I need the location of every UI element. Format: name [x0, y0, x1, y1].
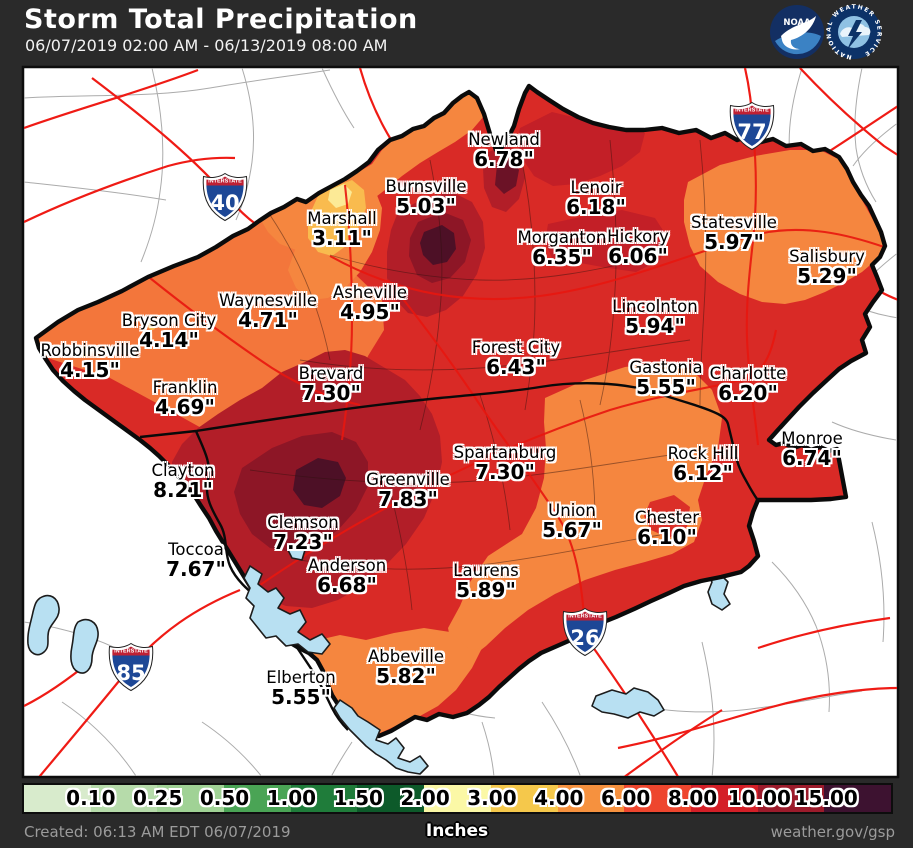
svg-text:INTERSTATE: INTERSTATE	[114, 649, 148, 655]
legend-segment	[424, 785, 491, 812]
legend-segment	[90, 785, 158, 812]
interstate-26-shield: INTERSTATE 26	[562, 607, 608, 657]
precip-color-scale	[22, 783, 893, 814]
interstate-85-shield: INTERSTATE 85	[108, 642, 154, 692]
legend-segment	[357, 785, 425, 812]
legend-tick-label: 4.00	[534, 786, 584, 810]
legend-tick-label: 1.50	[333, 786, 383, 810]
nws-logo: NATIONAL WEATHER SERVICE	[825, 3, 882, 60]
legend-segment	[290, 785, 358, 812]
legend-tick-label: 1.00	[266, 786, 317, 810]
legend-tick-label: 8.00	[667, 786, 718, 810]
interstate-40-shield: INTERSTATE 40	[202, 172, 248, 222]
legend-segment	[624, 785, 691, 812]
legend-segment	[757, 785, 825, 812]
legend-segment	[224, 785, 291, 812]
legend-segment	[557, 785, 625, 812]
svg-text:INTERSTATE: INTERSTATE	[735, 108, 769, 114]
legend-segment	[490, 785, 558, 812]
legend-segment	[157, 785, 225, 812]
legend-tick-label: 0.25	[133, 786, 183, 810]
legend-tick-label: 2.00	[400, 786, 450, 810]
noaa-logo: NOAA	[769, 4, 825, 60]
page-title: Storm Total Precipitation	[24, 4, 418, 35]
created-timestamp: Created: 06:13 AM EDT 06/07/2019	[24, 823, 291, 841]
svg-text:INTERSTATE: INTERSTATE	[208, 179, 242, 185]
interstate-77-shield: INTERSTATE 77	[729, 101, 775, 151]
legend-tick-label: 0.10	[66, 786, 116, 810]
legend-tick-label: 10.00	[727, 786, 791, 810]
legend-segment	[690, 785, 758, 812]
date-range: 06/07/2019 02:00 AM - 06/13/2019 08:00 A…	[25, 36, 388, 55]
legend-units-label: Inches	[425, 821, 489, 841]
legend-tick-label: 15.00	[794, 786, 858, 810]
weather-gov-link[interactable]: weather.gov/gsp	[770, 823, 895, 841]
legend-segment	[824, 785, 891, 812]
noaa-logo-text: NOAA	[783, 18, 811, 28]
legend-tick-label: 3.00	[467, 786, 517, 810]
legend-tick-label: 0.50	[199, 786, 250, 810]
legend-segment	[24, 785, 91, 812]
svg-text:INTERSTATE: INTERSTATE	[568, 614, 602, 620]
legend-tick-label: 6.00	[600, 786, 651, 810]
